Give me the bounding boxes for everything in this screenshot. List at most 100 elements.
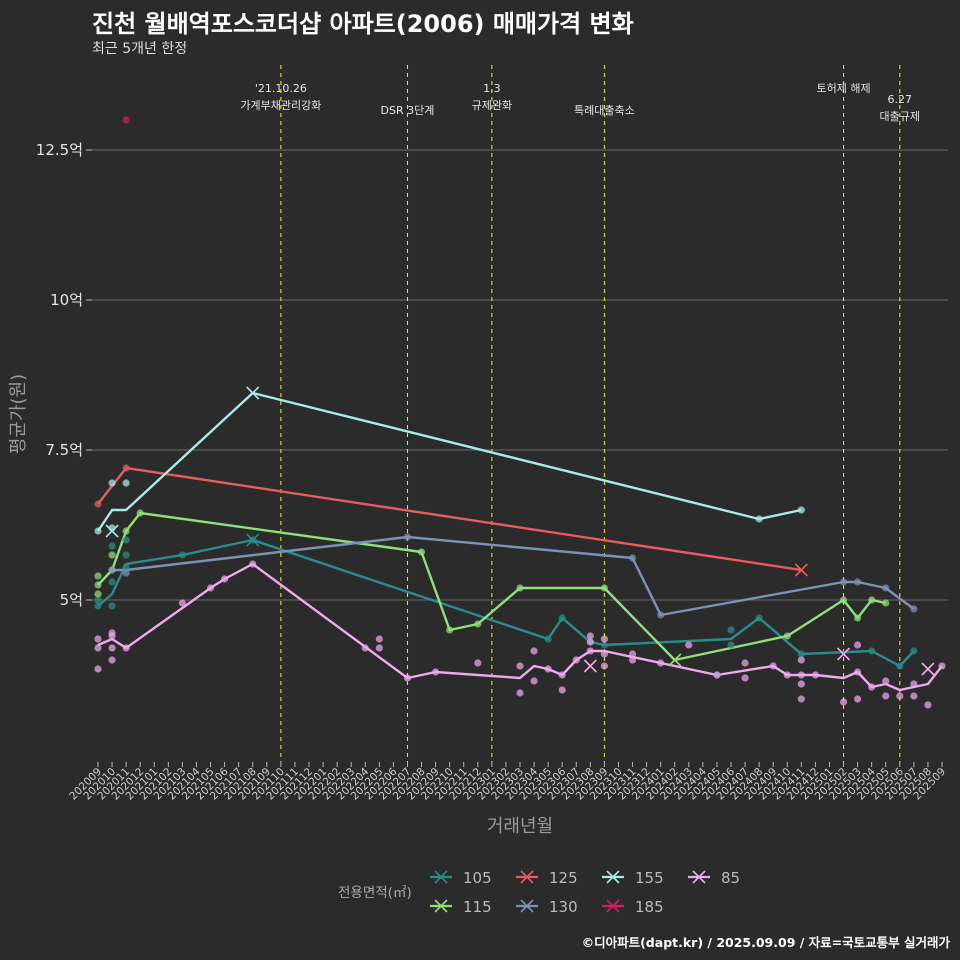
event-label: '21.10.26 [255, 82, 307, 95]
data-point-155 [108, 479, 116, 487]
data-point-155 [122, 479, 130, 487]
source-caption: ©디아파트(dapt.kr) / 2025.09.09 / 자료=국토교통부 실… [581, 935, 950, 950]
data-point-85 [896, 692, 904, 700]
data-point-115 [474, 620, 482, 628]
event-markers: '21.10.26 가계부채관리강화 DSR 3단계 1.3 규제완화 특례대출축소 토허제… [240, 65, 920, 762]
data-point-105 [122, 563, 130, 571]
legend-x-icon [520, 870, 534, 884]
data-point-85 [839, 698, 848, 706]
data-point-85 [586, 632, 594, 640]
data-point-105 [600, 641, 609, 649]
data-point-130 [122, 569, 130, 577]
data-point-85 [628, 656, 637, 664]
data-point-85 [797, 671, 805, 679]
data-point-105 [122, 551, 130, 559]
data-point-85 [713, 671, 721, 679]
data-point-85 [882, 677, 890, 685]
data-point-105 [910, 647, 918, 655]
data-point-85 [811, 671, 820, 679]
x-mark-85 [583, 659, 597, 673]
data-point-85 [628, 650, 637, 658]
data-point-85 [741, 674, 749, 682]
series-points [94, 116, 946, 709]
x-mark-85 [921, 662, 935, 676]
y-tick-label: 10억 [50, 291, 83, 309]
x-mark-115 [668, 653, 682, 667]
data-point-85 [924, 701, 932, 709]
series-line-85 [97, 562, 943, 692]
data-point-85 [516, 689, 524, 697]
legend-x-icon [434, 870, 448, 884]
data-point-105 [122, 536, 130, 544]
data-point-85 [108, 629, 116, 637]
data-point-105 [797, 650, 805, 658]
data-point-85 [797, 680, 805, 688]
data-point-115 [136, 509, 144, 517]
event-label: 6.27 [888, 93, 913, 106]
data-point-85 [910, 692, 918, 700]
data-point-85 [600, 635, 609, 643]
data-point-185 [122, 116, 130, 124]
data-point-85 [783, 671, 791, 679]
data-point-85 [558, 686, 566, 694]
data-point-125 [94, 500, 102, 508]
data-point-115 [516, 584, 524, 592]
legend-x-icon [434, 899, 448, 913]
event-label: 1.3 [483, 82, 501, 95]
legend-title: 전용면적(㎡) [338, 885, 412, 901]
data-point-115 [868, 596, 876, 604]
data-point-130 [854, 578, 862, 586]
legend-label-115: 115 [463, 898, 492, 916]
data-point-85 [558, 671, 566, 679]
data-point-85 [544, 665, 552, 673]
x-axis-ticks: 2020092020102020112020122021012021022021… [67, 762, 948, 802]
series-line-125 [97, 466, 802, 572]
data-point-85 [94, 665, 102, 673]
legend-x-icon [606, 870, 620, 884]
x-mark-105 [246, 533, 260, 547]
data-point-85 [530, 647, 538, 655]
data-point-115 [94, 590, 102, 598]
data-point-130 [657, 611, 665, 619]
data-point-85 [94, 644, 102, 652]
data-point-85 [797, 656, 805, 664]
data-point-85 [657, 659, 665, 667]
data-point-85 [474, 659, 482, 667]
data-point-85 [882, 692, 890, 700]
legend-label-85: 85 [721, 869, 740, 887]
data-point-85 [741, 659, 749, 667]
data-point-105 [755, 614, 763, 622]
legend-label-130: 130 [549, 898, 578, 916]
data-point-85 [910, 680, 918, 688]
data-point-85 [600, 650, 609, 658]
x-mark-85 [836, 647, 851, 661]
data-point-85 [432, 668, 440, 676]
y-axis-ticks: 5억 7.5억 10억 12.5억 [36, 141, 92, 609]
data-point-85 [249, 560, 257, 568]
data-point-85 [122, 644, 130, 652]
data-point-85 [375, 644, 383, 652]
data-point-115 [839, 596, 848, 604]
data-point-85 [516, 662, 524, 670]
x-mark-125 [794, 563, 808, 577]
data-point-155 [755, 515, 763, 523]
data-point-155 [94, 527, 102, 535]
event-label: 토허제 해제 [816, 81, 870, 95]
data-point-85 [403, 674, 412, 682]
data-point-125 [122, 464, 130, 472]
data-point-115 [600, 584, 609, 592]
legend-label-125: 125 [549, 869, 578, 887]
data-point-85 [586, 647, 594, 655]
data-point-85 [685, 641, 693, 649]
event-label: 특례대출축소 [574, 104, 635, 117]
legend-x-icon [692, 870, 706, 884]
data-point-85 [361, 644, 369, 652]
data-point-155 [797, 506, 805, 514]
data-point-115 [783, 632, 791, 640]
data-point-115 [94, 572, 102, 580]
data-point-130 [403, 533, 412, 541]
data-point-105 [727, 641, 735, 649]
data-point-130 [839, 578, 848, 586]
data-point-105 [896, 662, 904, 670]
